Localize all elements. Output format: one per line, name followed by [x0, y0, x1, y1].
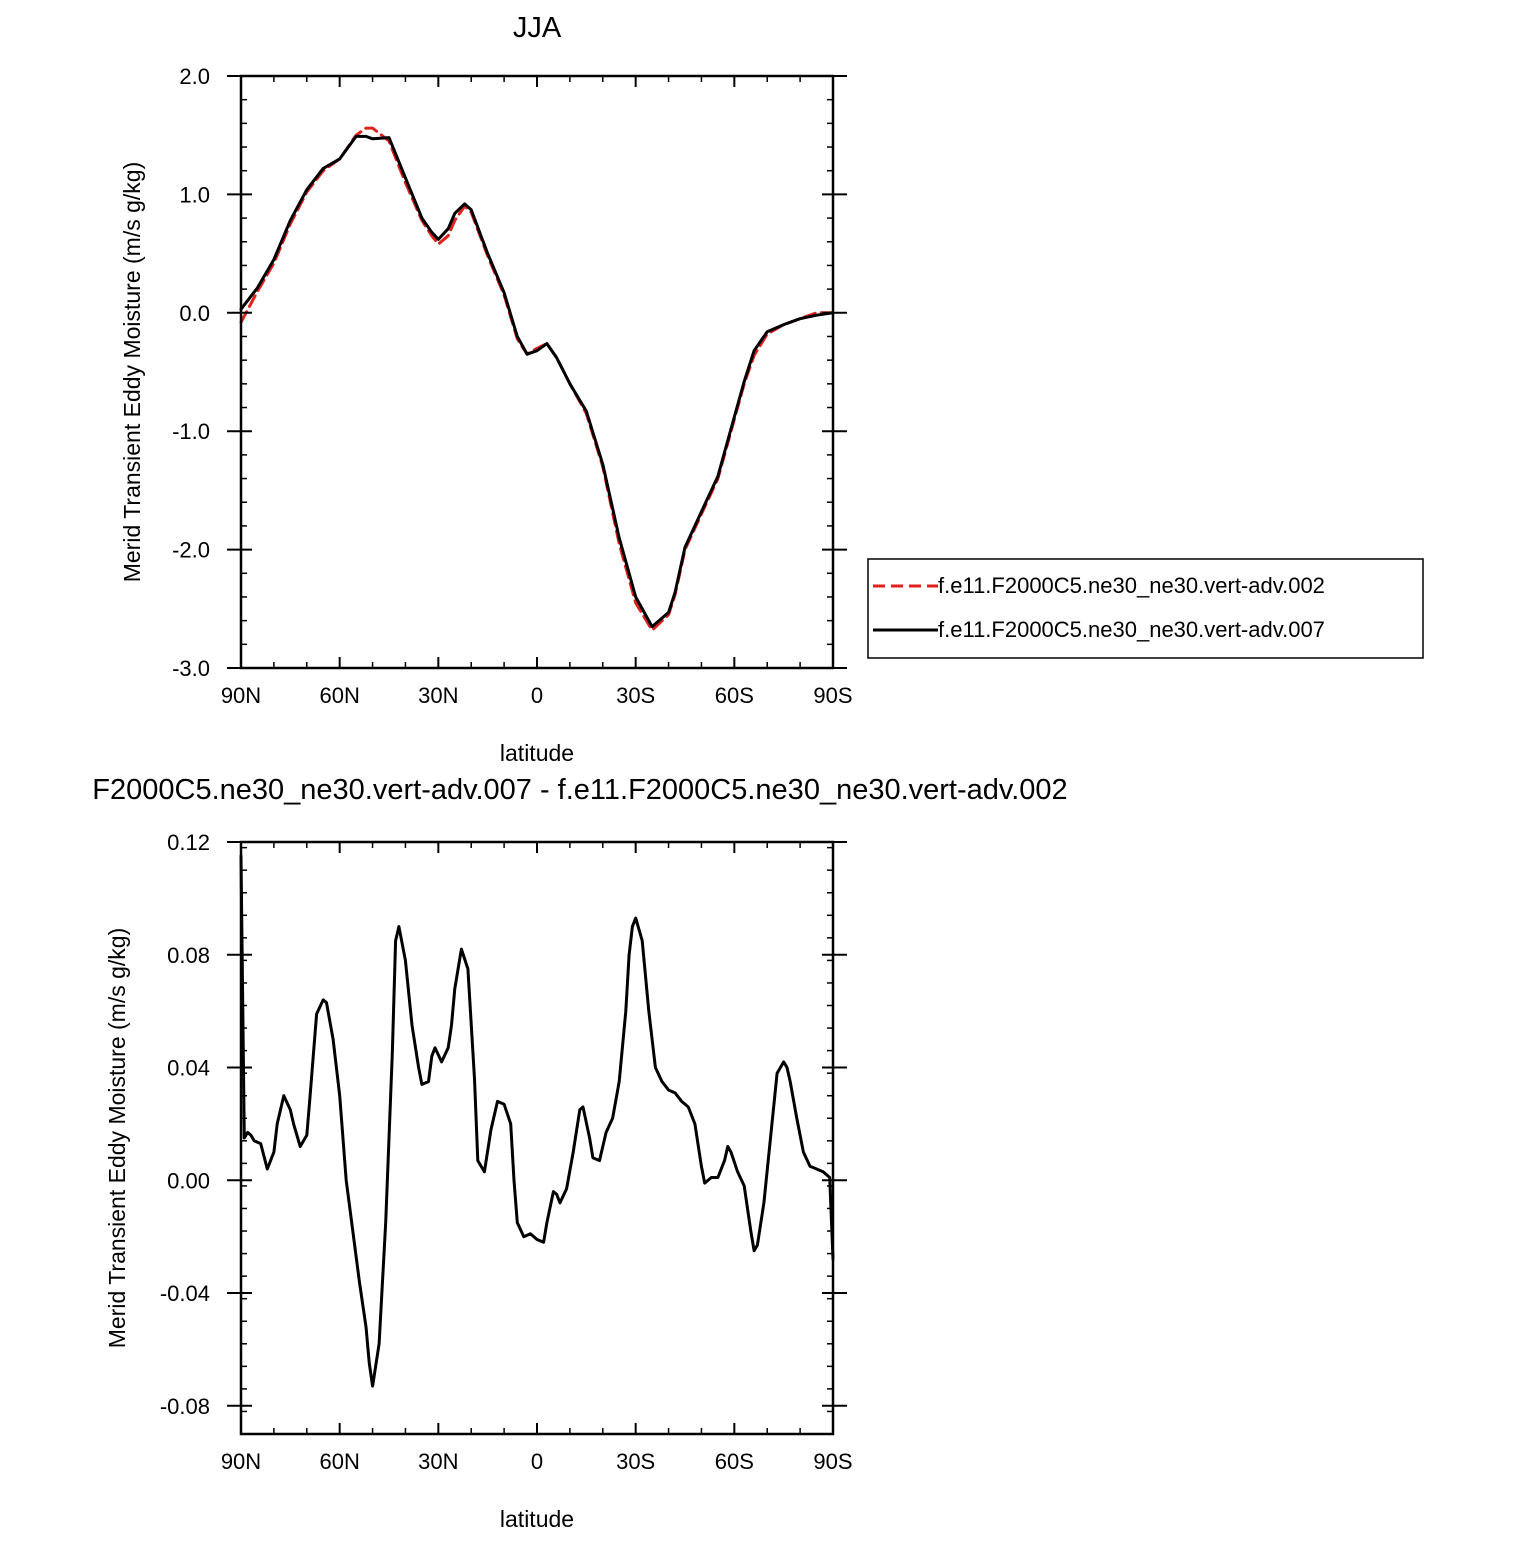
top-title: JJA: [513, 12, 562, 44]
bottom-x-tick-label: 0: [531, 1449, 543, 1474]
bottom-y-axis-label: Merid Transient Eddy Moisture (m/s g/kg): [104, 928, 130, 1349]
top-series-lines: [239, 126, 835, 632]
bottom-y-tick-label: 0.12: [167, 830, 210, 855]
bottom-y-tick-label: 0.08: [167, 943, 210, 968]
legend-label-series-2: f.e11.F2000C5.ne30_ne30.vert-adv.007: [938, 617, 1325, 642]
legend-box: [867, 558, 1424, 659]
top-x-tick-label: 60N: [319, 683, 359, 708]
top-y-tick-label: -2.0: [172, 538, 210, 563]
bottom-series-lines: [239, 854, 835, 1388]
bottom-panel: F2000C5.ne30_ne30.vert-adv.007 - f.e11.F…: [92, 774, 1067, 1532]
top-x-tick-label: 90S: [813, 683, 852, 708]
top-series-line-2: [239, 134, 835, 629]
bottom-x-tick-label: 30N: [418, 1449, 458, 1474]
bottom-y-tick-label: -0.04: [160, 1281, 210, 1306]
top-x-tick-label: 0: [531, 683, 543, 708]
bottom-x-tick-label: 30S: [616, 1449, 655, 1474]
top-x-tick-label: 30S: [616, 683, 655, 708]
top-y-tick-label: 2.0: [179, 64, 210, 89]
top-x-tick-label: 30N: [418, 683, 458, 708]
top-x-axis-label: latitude: [500, 740, 574, 766]
top-y-tick-label: 0.0: [179, 301, 210, 326]
bottom-x-tick-label: 60N: [319, 1449, 359, 1474]
legend: f.e11.F2000C5.ne30_ne30.vert-adv.002 f.e…: [867, 558, 1424, 659]
top-x-tick-label: 60S: [715, 683, 754, 708]
top-y-tick-label: -3.0: [172, 656, 210, 681]
bottom-x-axis-label: latitude: [500, 1506, 574, 1532]
top-panel: JJA 90N 60N 30N 0 30S 60S 90S 2.0 1.0 0.0 -1.0 -2.0…: [119, 12, 853, 766]
top-y-tick-label: 1.0: [179, 182, 210, 207]
bottom-x-tick-label: 90N: [221, 1449, 261, 1474]
bottom-series-line-1: [239, 854, 835, 1388]
top-y-axis-label: Merid Transient Eddy Moisture (m/s g/kg): [119, 162, 145, 583]
bottom-y-tick-label: -0.08: [160, 1394, 210, 1419]
top-y-tick-label: -1.0: [172, 419, 210, 444]
bottom-y-tick-label: 0.04: [167, 1056, 210, 1081]
bottom-plot-frame: [239, 840, 835, 1436]
bottom-title: F2000C5.ne30_ne30.vert-adv.007 - f.e11.F…: [92, 774, 1067, 806]
bottom-y-tick-label: 0.00: [167, 1168, 210, 1193]
bottom-x-tick-label: 90S: [813, 1449, 852, 1474]
bottom-x-tick-label: 60S: [715, 1449, 754, 1474]
top-x-tick-label: 90N: [221, 683, 261, 708]
bottom-axes: 90N 60N 30N 0 30S 60S 90S 0.12 0.08 0.04 0.00 -0.04…: [160, 830, 853, 1474]
top-axes: 90N 60N 30N 0 30S 60S 90S 2.0 1.0 0.0 -1.0 -2.0 -3.0: [172, 64, 853, 708]
legend-label-series-1: f.e11.F2000C5.ne30_ne30.vert-adv.002: [938, 573, 1325, 598]
